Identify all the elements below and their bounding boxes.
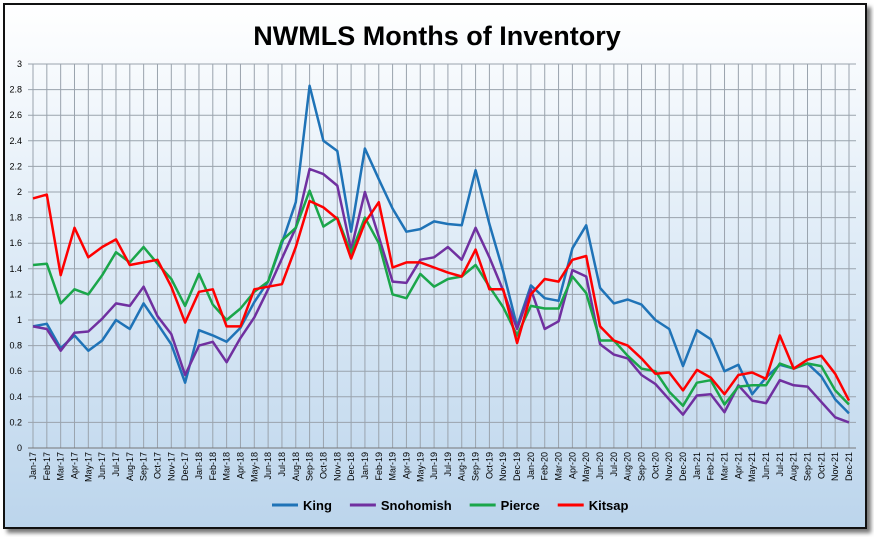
x-tick-label: Jan-20: [526, 452, 536, 480]
y-tick-label: 0.6: [9, 366, 22, 376]
x-tick-label: Dec-18: [346, 452, 356, 481]
x-tick-label: Feb-19: [374, 452, 384, 481]
x-tick-label: Dec-19: [512, 452, 522, 481]
x-tick-label: Nov-19: [498, 452, 508, 481]
y-tick-label: 0.2: [9, 417, 22, 427]
x-tick-label: Apr-21: [733, 452, 743, 479]
x-tick-label: Dec-21: [844, 452, 854, 481]
x-tick-label: Jul-21: [775, 452, 785, 477]
x-tick-label: Feb-17: [42, 452, 52, 481]
x-tick-label: Nov-17: [166, 452, 176, 481]
x-tick-label: Mar-20: [554, 452, 564, 481]
y-tick-label: 0.8: [9, 341, 22, 351]
y-tick-label: 1.4: [9, 264, 22, 274]
x-tick-label: Jan-18: [194, 452, 204, 480]
x-tick-label: Oct-17: [152, 452, 162, 479]
x-tick-label: Aug-19: [457, 452, 467, 481]
x-tick-label: Dec-20: [678, 452, 688, 481]
y-tick-label: 2.8: [9, 85, 22, 95]
y-tick-label: 1.6: [9, 238, 22, 248]
x-tick-label: Mar-18: [222, 452, 232, 481]
y-tick-label: 0.4: [9, 392, 22, 402]
y-tick-label: 3: [17, 59, 22, 69]
x-tick-label: Jan-19: [360, 452, 370, 480]
x-tick-label: Jan-17: [28, 452, 38, 480]
y-tick-label: 1.2: [9, 289, 22, 299]
chart-frame: NWMLS Months of Inventory: [3, 3, 867, 529]
x-tick-label: Jul-20: [609, 452, 619, 477]
x-tick-label: May-19: [415, 452, 425, 482]
x-tick-label: May-18: [249, 452, 259, 482]
y-tick-label: 2.4: [9, 136, 22, 146]
x-tick-label: Sep-17: [139, 452, 149, 481]
x-tick-label: May-21: [747, 452, 757, 482]
x-tick-label: Apr-20: [567, 452, 577, 479]
x-tick-label: Mar-21: [720, 452, 730, 481]
x-tick-label: Aug-18: [291, 452, 301, 481]
x-tick-label: Sep-20: [637, 452, 647, 481]
y-tick-label: 0: [17, 443, 22, 453]
x-tick-label: Jun-21: [761, 452, 771, 480]
x-tick-label: Jun-20: [595, 452, 605, 480]
x-tick-label: Jul-17: [111, 452, 121, 477]
series-line-kitsap: [32, 193, 851, 402]
y-tick-label: 2.6: [9, 110, 22, 120]
y-tick-label: 2.2: [9, 161, 22, 171]
x-tick-label: Feb-18: [208, 452, 218, 481]
x-tick-label: Jun-17: [97, 452, 107, 480]
x-tick-label: Mar-19: [388, 452, 398, 481]
x-tick-label: Nov-18: [332, 452, 342, 481]
x-tick-label: Sep-21: [803, 452, 813, 481]
x-tick-label: Jul-19: [443, 452, 453, 477]
y-tick-label: 2: [17, 187, 22, 197]
x-tick-label: Nov-21: [830, 452, 840, 481]
legend-label-snohomish: Snohomish: [381, 498, 452, 513]
x-tick-label: Feb-21: [706, 452, 716, 481]
series-line-snohomish: [32, 167, 850, 424]
x-tick-label: Apr-18: [235, 452, 245, 479]
x-tick-label: Aug-20: [623, 452, 633, 481]
legend-label-king: King: [303, 498, 332, 513]
x-tick-label: Jul-18: [277, 452, 287, 477]
x-tick-label: May-17: [83, 452, 93, 482]
x-tick-label: Aug-21: [789, 452, 799, 481]
x-tick-label: Nov-20: [664, 452, 674, 481]
chart-title: NWMLS Months of Inventory: [253, 21, 621, 51]
y-tick-label: 1: [17, 315, 22, 325]
x-tick-label: Apr-17: [69, 452, 79, 479]
x-tick-label: Jan-21: [692, 452, 702, 480]
x-tick-label: Feb-20: [540, 452, 550, 481]
x-tick-label: Mar-17: [56, 452, 66, 481]
x-tick-label: Jun-19: [429, 452, 439, 480]
x-tick-label: Oct-20: [650, 452, 660, 479]
x-tick-label: Oct-19: [484, 452, 494, 479]
series-line-king: [32, 84, 850, 415]
x-tick-label: Sep-19: [471, 452, 481, 481]
x-tick-label: Oct-21: [816, 452, 826, 479]
legend-label-kitsap: Kitsap: [589, 498, 629, 513]
x-tick-label: Jun-18: [263, 452, 273, 480]
x-tick-label: May-20: [581, 452, 591, 482]
legend-label-pierce: Pierce: [501, 498, 540, 513]
series-line-pierce: [32, 189, 850, 408]
y-tick-label: 1.8: [9, 213, 22, 223]
x-tick-label: Apr-19: [401, 452, 411, 479]
x-tick-label: Aug-17: [125, 452, 135, 481]
x-tick-label: Sep-18: [305, 452, 315, 481]
x-tick-label: Oct-18: [318, 452, 328, 479]
x-tick-label: Dec-17: [180, 452, 190, 481]
